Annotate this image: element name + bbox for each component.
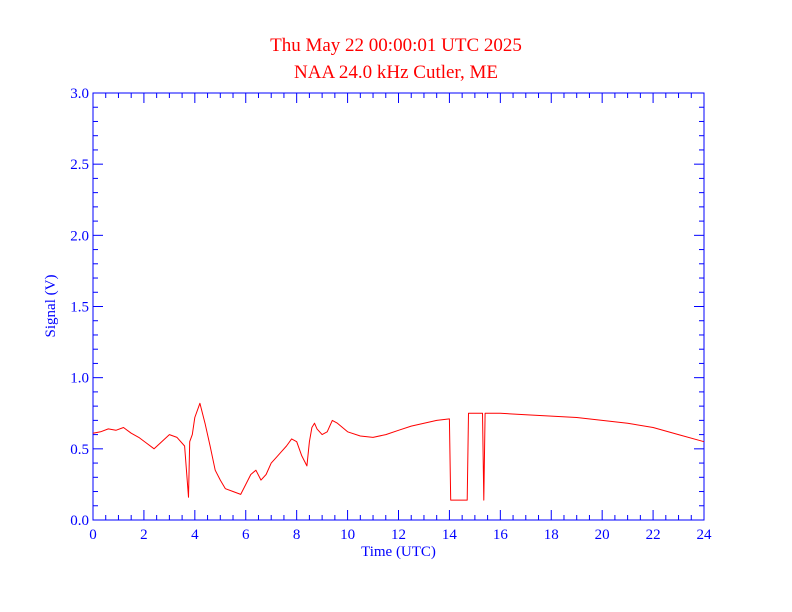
x-tick-label: 2 <box>140 527 148 543</box>
y-tick-label: 0.0 <box>70 513 89 529</box>
y-tick-label: 1.0 <box>70 371 89 387</box>
series-layer <box>92 402 705 501</box>
x-tick-label: 10 <box>340 527 355 543</box>
x-tick-label: 8 <box>293 527 301 543</box>
y-tick-label: 2.5 <box>70 157 89 173</box>
y-axis-label: Signal (V) <box>43 275 59 338</box>
signal-series-line <box>92 402 705 501</box>
axis-ticks <box>92 92 705 521</box>
x-tick-label: 12 <box>391 527 406 543</box>
y-tick-label: 1.5 <box>70 300 89 316</box>
x-tick-label: 22 <box>646 527 661 543</box>
x-tick-label: 0 <box>89 527 97 543</box>
x-tick-label: 20 <box>595 527 610 543</box>
x-tick-label: 4 <box>191 527 199 543</box>
chart-title: Thu May 22 00:00:01 UTC 2025 <box>270 35 522 56</box>
y-tick-label: 2.0 <box>70 228 89 244</box>
y-tick-label: 0.5 <box>70 442 89 458</box>
tick-labels: 0 2 4 6 8 10 12 14 16 18 20 22 240.00.51.01.52.02.53… <box>70 86 712 543</box>
chart-subtitle: NAA 24.0 kHz Cutler, ME <box>294 62 498 83</box>
x-tick-label: 14 <box>442 527 458 543</box>
x-axis-label: Time (UTC) <box>361 544 436 560</box>
x-tick-label: 6 <box>242 527 250 543</box>
x-tick-label: 18 <box>544 527 559 543</box>
plot-frame <box>92 92 705 521</box>
y-tick-label: 3.0 <box>70 86 89 102</box>
x-tick-label: 16 <box>493 527 509 543</box>
x-tick-label: 24 <box>697 527 713 543</box>
